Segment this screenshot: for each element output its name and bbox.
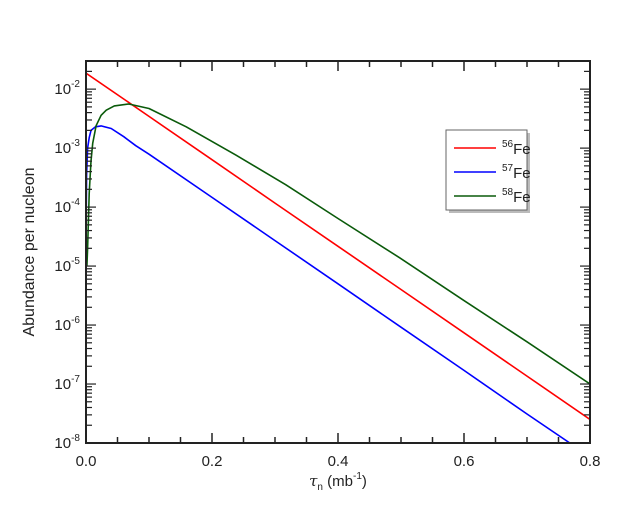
y-tick-label: 10-8 bbox=[54, 433, 80, 452]
y-tick-exponent: -2 bbox=[71, 79, 80, 90]
y-tick-base: 10 bbox=[54, 140, 71, 157]
legend-mass: 56 bbox=[502, 139, 514, 150]
x-axis-symbol: τ bbox=[309, 472, 318, 490]
legend-label-58: 58Fe bbox=[502, 187, 531, 206]
y-tick-base: 10 bbox=[54, 199, 71, 216]
y-tick-label: 10-3 bbox=[54, 138, 80, 157]
x-tick-label: 0.8 bbox=[580, 453, 601, 470]
y-tick-exponent: -3 bbox=[71, 138, 80, 149]
series-line-56 bbox=[86, 72, 590, 421]
series-line-57 bbox=[86, 125, 571, 443]
x-axis-label: τn (mb-1) bbox=[309, 471, 367, 493]
x-axis-unit-close: ) bbox=[362, 473, 367, 490]
legend-label-57: 57Fe bbox=[502, 163, 531, 182]
x-tick-label: 0.6 bbox=[454, 453, 475, 470]
y-tick-base: 10 bbox=[54, 317, 71, 334]
tick-labels: 0.0 0.2 0.4 0.6 0.810-810-710-610-510-410-31… bbox=[54, 79, 600, 470]
x-tick-label: 0.4 bbox=[328, 453, 349, 470]
y-tick-label: 10-6 bbox=[54, 315, 80, 334]
y-tick-label: 10-5 bbox=[54, 256, 80, 275]
y-tick-base: 10 bbox=[54, 81, 71, 98]
x-axis-subscript: n bbox=[317, 482, 323, 493]
x-tick-label: 0.2 bbox=[202, 453, 223, 470]
x-tick-label: 0.0 bbox=[76, 453, 97, 470]
y-tick-base: 10 bbox=[54, 435, 71, 452]
y-tick-base: 10 bbox=[54, 258, 71, 275]
y-tick-label: 10-7 bbox=[54, 374, 80, 393]
y-axis-label: Abundance per nucleon bbox=[21, 167, 38, 336]
legend-mass: 57 bbox=[502, 163, 514, 174]
y-tick-label: 10-4 bbox=[54, 197, 80, 216]
x-axis-unit: (mb bbox=[323, 473, 353, 490]
legend-mass: 58 bbox=[502, 187, 514, 198]
y-tick-exponent: -7 bbox=[71, 374, 80, 385]
legend-element: Fe bbox=[513, 165, 531, 182]
x-axis-unit-exponent: -1 bbox=[353, 471, 362, 482]
legend-element: Fe bbox=[513, 189, 531, 206]
axes bbox=[85, 60, 591, 444]
legend-element: Fe bbox=[513, 141, 531, 158]
y-tick-base: 10 bbox=[54, 376, 71, 393]
series-layer bbox=[86, 72, 590, 443]
y-tick-exponent: -5 bbox=[71, 256, 80, 267]
plot-frame bbox=[85, 60, 591, 444]
y-tick-exponent: -4 bbox=[71, 197, 80, 208]
legend-label-56: 56Fe bbox=[502, 139, 531, 158]
y-tick-exponent: -8 bbox=[71, 433, 80, 444]
y-tick-label: 10-2 bbox=[54, 79, 80, 98]
y-tick-exponent: -6 bbox=[71, 315, 80, 326]
